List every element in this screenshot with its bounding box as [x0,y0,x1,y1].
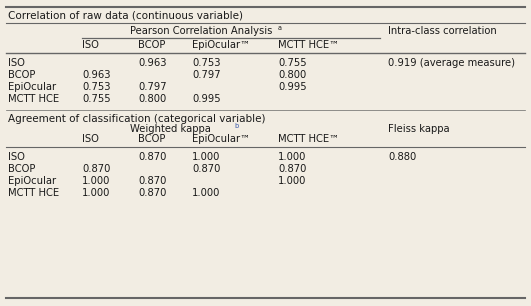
Text: ISO: ISO [82,134,99,144]
Text: 0.797: 0.797 [192,70,220,80]
Text: BCOP: BCOP [138,40,165,50]
Text: 1.000: 1.000 [192,152,220,162]
Text: ISO: ISO [82,40,99,50]
Text: EpiOcular: EpiOcular [8,82,56,92]
Text: ISO: ISO [8,58,25,68]
Text: Correlation of raw data (continuous variable): Correlation of raw data (continuous vari… [8,10,243,20]
Text: b: b [234,123,238,129]
Text: ISO: ISO [8,152,25,162]
Text: 0.880: 0.880 [388,152,416,162]
Text: Intra-class correlation: Intra-class correlation [388,26,496,36]
Text: 1.000: 1.000 [278,176,306,186]
Text: Fleiss kappa: Fleiss kappa [388,124,450,134]
Text: EpiOcular: EpiOcular [8,176,56,186]
Text: MCTT HCE: MCTT HCE [8,94,59,104]
Text: 0.800: 0.800 [278,70,306,80]
Text: Weighted kappa: Weighted kappa [130,124,211,134]
Text: a: a [278,25,282,31]
Text: 0.870: 0.870 [138,176,166,186]
Text: BCOP: BCOP [8,70,36,80]
Text: 0.797: 0.797 [138,82,167,92]
Text: 0.995: 0.995 [192,94,220,104]
Text: 1.000: 1.000 [192,188,220,198]
Text: BCOP: BCOP [8,164,36,174]
Text: 0.919 (average measure): 0.919 (average measure) [388,58,515,68]
Text: 0.755: 0.755 [82,94,110,104]
Text: 0.870: 0.870 [138,152,166,162]
Text: 0.963: 0.963 [82,70,110,80]
Text: MCTT HCE™: MCTT HCE™ [278,40,339,50]
Text: 1.000: 1.000 [82,176,110,186]
Text: 0.870: 0.870 [192,164,220,174]
Text: 0.755: 0.755 [278,58,306,68]
Text: EpiOcular™: EpiOcular™ [192,40,250,50]
Text: Pearson Correlation Analysis: Pearson Correlation Analysis [130,26,272,36]
Text: 1.000: 1.000 [82,188,110,198]
Text: MCTT HCE: MCTT HCE [8,188,59,198]
Text: Agreement of classification (categorical variable): Agreement of classification (categorical… [8,114,265,124]
Text: 0.963: 0.963 [138,58,167,68]
Text: 0.753: 0.753 [82,82,110,92]
Text: 0.800: 0.800 [138,94,166,104]
Text: 0.870: 0.870 [138,188,166,198]
Text: 0.753: 0.753 [192,58,220,68]
Text: EpiOcular™: EpiOcular™ [192,134,250,144]
Text: BCOP: BCOP [138,134,165,144]
Text: 0.995: 0.995 [278,82,306,92]
Text: 0.870: 0.870 [278,164,306,174]
Text: 0.870: 0.870 [82,164,110,174]
Text: MCTT HCE™: MCTT HCE™ [278,134,339,144]
Text: 1.000: 1.000 [278,152,306,162]
